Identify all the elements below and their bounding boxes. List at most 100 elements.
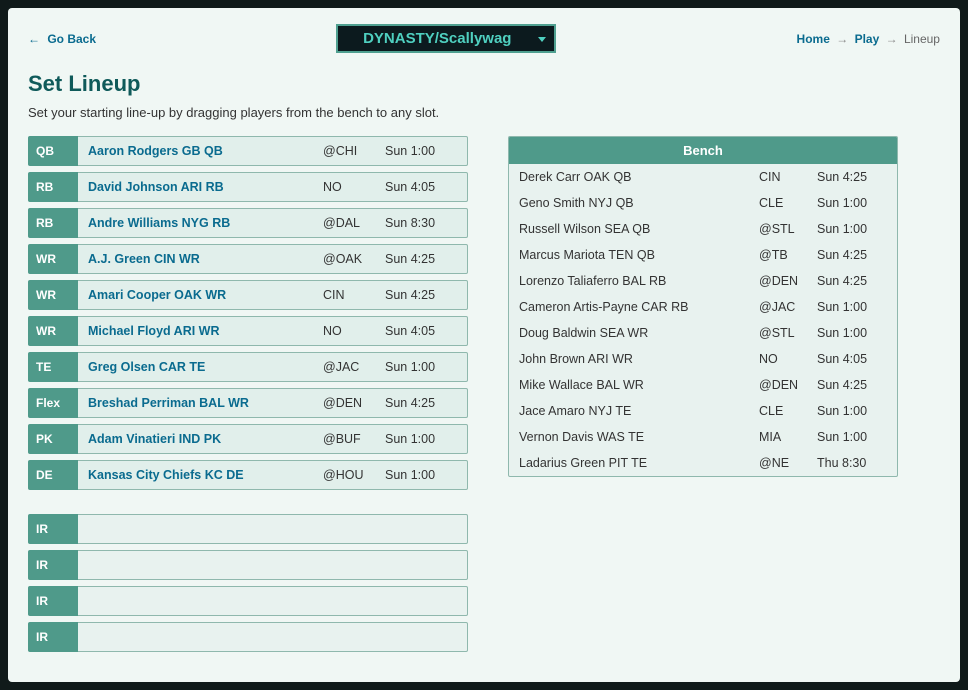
lineup-slot[interactable]: DEKansas City Chiefs KC DE@HOUSun 1:00	[28, 460, 468, 490]
game-time: Sun 1:00	[817, 196, 887, 210]
go-back-link[interactable]: ← Go Back	[28, 32, 96, 46]
breadcrumb-home[interactable]: Home	[797, 32, 830, 46]
player-name: John Brown ARI WR	[519, 352, 759, 366]
bench-player[interactable]: Ladarius Green PIT TE@NEThu 8:30	[509, 450, 897, 476]
bench-player[interactable]: Mike Wallace BAL WR@DENSun 4:25	[509, 372, 897, 398]
game-time: Sun 4:25	[817, 170, 887, 184]
bench-panel: Bench Derek Carr OAK QBCINSun 4:25Geno S…	[508, 136, 898, 477]
player-name: Derek Carr OAK QB	[519, 170, 759, 184]
player-link[interactable]: Adam Vinatieri IND PK	[88, 432, 323, 446]
lineup-slot[interactable]: TEGreg Olsen CAR TE@JACSun 1:00	[28, 352, 468, 382]
opponent: @STL	[759, 222, 817, 236]
lineup-slot[interactable]: WRA.J. Green CIN WR@OAKSun 4:25	[28, 244, 468, 274]
game-time: Sun 8:30	[385, 216, 457, 230]
game-time: Sun 4:05	[385, 180, 457, 194]
bench-player[interactable]: Geno Smith NYJ QBCLESun 1:00	[509, 190, 897, 216]
player-name: Mike Wallace BAL WR	[519, 378, 759, 392]
lineup-slot[interactable]: FlexBreshad Perriman BAL WR@DENSun 4:25	[28, 388, 468, 418]
slot-position: TE	[28, 352, 78, 382]
team-select-value: DYNASTY/Scallywag	[363, 30, 511, 47]
bench-player[interactable]: Doug Baldwin SEA WR@STLSun 1:00	[509, 320, 897, 346]
player-link[interactable]: Andre Williams NYG RB	[88, 216, 323, 230]
slot-position: PK	[28, 424, 78, 454]
lineup-slot[interactable]: RBDavid Johnson ARI RBNOSun 4:05	[28, 172, 468, 202]
player-link[interactable]: Michael Floyd ARI WR	[88, 324, 323, 338]
opponent: @TB	[759, 248, 817, 262]
slot-position: IR	[28, 550, 78, 580]
slot-body[interactable]: Michael Floyd ARI WRNOSun 4:05	[78, 316, 468, 346]
breadcrumb-play[interactable]: Play	[855, 32, 880, 46]
arrow-left-icon: ←	[28, 32, 40, 46]
slot-body[interactable]: Aaron Rodgers GB QB@CHISun 1:00	[78, 136, 468, 166]
opponent: @CHI	[323, 144, 385, 158]
slot-position: Flex	[28, 388, 78, 418]
slot-body[interactable]	[78, 550, 468, 580]
lineup-slot[interactable]: RBAndre Williams NYG RB@DALSun 8:30	[28, 208, 468, 238]
lineup-slot[interactable]: WRAmari Cooper OAK WRCINSun 4:25	[28, 280, 468, 310]
player-link[interactable]: Greg Olsen CAR TE	[88, 360, 323, 374]
slot-body[interactable]: Andre Williams NYG RB@DALSun 8:30	[78, 208, 468, 238]
opponent: @NE	[759, 456, 817, 470]
player-link[interactable]: Kansas City Chiefs KC DE	[88, 468, 323, 482]
game-time: Sun 4:25	[385, 288, 457, 302]
opponent: NO	[323, 324, 385, 338]
slot-body[interactable]: Amari Cooper OAK WRCINSun 4:25	[78, 280, 468, 310]
slot-body[interactable]: Breshad Perriman BAL WR@DENSun 4:25	[78, 388, 468, 418]
bench-player[interactable]: Russell Wilson SEA QB@STLSun 1:00	[509, 216, 897, 242]
opponent: @DEN	[323, 396, 385, 410]
player-link[interactable]: Amari Cooper OAK WR	[88, 288, 323, 302]
player-link[interactable]: Aaron Rodgers GB QB	[88, 144, 323, 158]
opponent: CLE	[759, 196, 817, 210]
slot-body[interactable]: Adam Vinatieri IND PK@BUFSun 1:00	[78, 424, 468, 454]
game-time: Sun 4:05	[385, 324, 457, 338]
player-link[interactable]: A.J. Green CIN WR	[88, 252, 323, 266]
slot-body[interactable]: A.J. Green CIN WR@OAKSun 4:25	[78, 244, 468, 274]
bench-player[interactable]: Marcus Mariota TEN QB@TBSun 4:25	[509, 242, 897, 268]
player-link[interactable]: David Johnson ARI RB	[88, 180, 323, 194]
slot-body[interactable]	[78, 514, 468, 544]
slot-body[interactable]	[78, 622, 468, 652]
bench-player[interactable]: Vernon Davis WAS TEMIASun 1:00	[509, 424, 897, 450]
game-time: Sun 4:25	[385, 252, 457, 266]
slot-body[interactable]: Kansas City Chiefs KC DE@HOUSun 1:00	[78, 460, 468, 490]
slot-position: RB	[28, 208, 78, 238]
slot-body[interactable]: Greg Olsen CAR TE@JACSun 1:00	[78, 352, 468, 382]
ir-slot[interactable]: IR	[28, 550, 468, 580]
arrow-right-icon: →	[836, 32, 848, 46]
team-select[interactable]: DYNASTY/Scallywag	[336, 24, 556, 53]
game-time: Sun 4:25	[817, 248, 887, 262]
player-link[interactable]: Breshad Perriman BAL WR	[88, 396, 323, 410]
opponent: CIN	[323, 288, 385, 302]
opponent: @DEN	[759, 378, 817, 392]
game-time: Sun 4:25	[385, 396, 457, 410]
slot-position: WR	[28, 280, 78, 310]
opponent: NO	[759, 352, 817, 366]
ir-slot[interactable]: IR	[28, 586, 468, 616]
bench-player[interactable]: Cameron Artis-Payne CAR RB@JACSun 1:00	[509, 294, 897, 320]
slot-body[interactable]: David Johnson ARI RBNOSun 4:05	[78, 172, 468, 202]
lineup-slot[interactable]: WRMichael Floyd ARI WRNOSun 4:05	[28, 316, 468, 346]
bench-player[interactable]: John Brown ARI WRNOSun 4:05	[509, 346, 897, 372]
slot-position: IR	[28, 622, 78, 652]
opponent: @OAK	[323, 252, 385, 266]
ir-slot[interactable]: IR	[28, 514, 468, 544]
lineup-slot[interactable]: PKAdam Vinatieri IND PK@BUFSun 1:00	[28, 424, 468, 454]
opponent: CLE	[759, 404, 817, 418]
slot-body[interactable]	[78, 586, 468, 616]
page: ← Go Back DYNASTY/Scallywag Home → Play …	[8, 8, 960, 682]
game-time: Sun 4:05	[817, 352, 887, 366]
player-name: Doug Baldwin SEA WR	[519, 326, 759, 340]
player-name: Jace Amaro NYJ TE	[519, 404, 759, 418]
bench-player[interactable]: Lorenzo Taliaferro BAL RB@DENSun 4:25	[509, 268, 897, 294]
ir-container: IR IR IR IR	[28, 514, 468, 652]
ir-slot[interactable]: IR	[28, 622, 468, 652]
lineup-slot[interactable]: QBAaron Rodgers GB QB@CHISun 1:00	[28, 136, 468, 166]
bench-player[interactable]: Jace Amaro NYJ TECLESun 1:00	[509, 398, 897, 424]
bench-player[interactable]: Derek Carr OAK QBCINSun 4:25	[509, 164, 897, 190]
game-time: Sun 1:00	[817, 430, 887, 444]
opponent: @HOU	[323, 468, 385, 482]
player-name: Vernon Davis WAS TE	[519, 430, 759, 444]
slot-position: WR	[28, 316, 78, 346]
player-name: Geno Smith NYJ QB	[519, 196, 759, 210]
game-time: Sun 4:25	[817, 274, 887, 288]
